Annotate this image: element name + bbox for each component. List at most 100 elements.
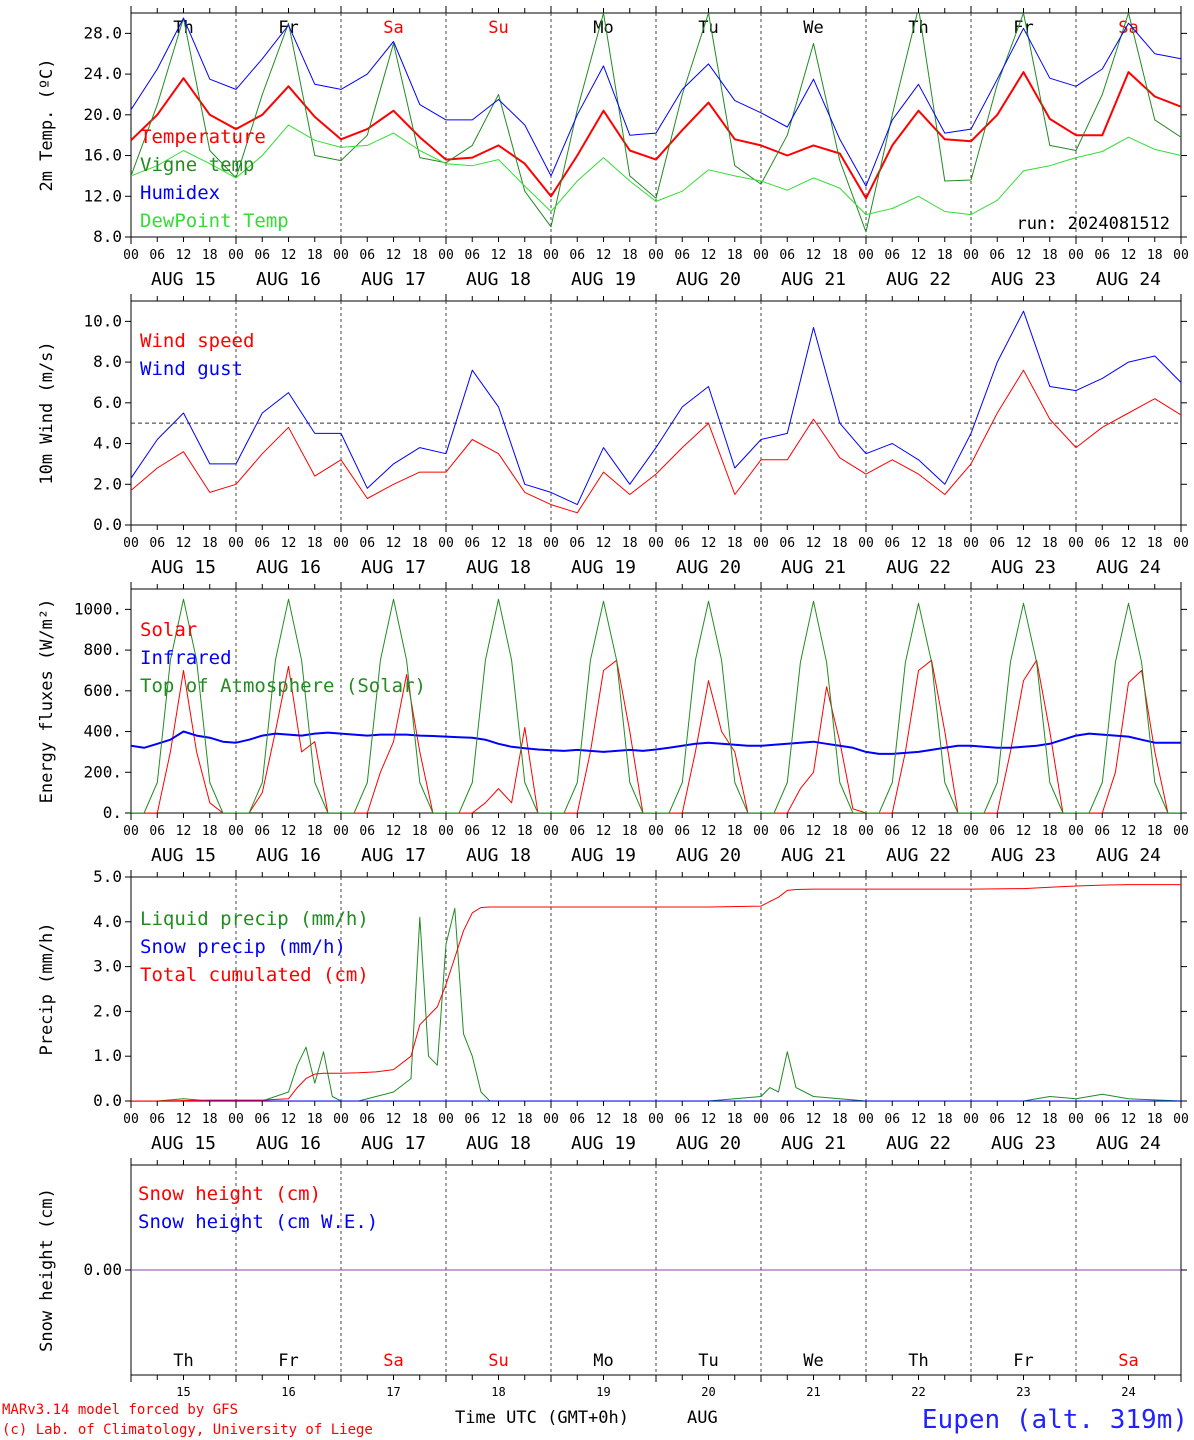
date-label: AUG 18 [466,269,531,290]
date-label: AUG 18 [466,845,531,866]
series-line-temperature [131,71,1181,200]
hour-label: 18 [517,248,533,263]
date-label: AUG 23 [991,269,1056,290]
hour-label: 12 [386,1112,402,1127]
hour-label: 18 [202,1112,218,1127]
date-label: AUG 15 [151,269,216,290]
weekday-label: Th [173,18,193,38]
panel-precip: 0.0 1.0 2.0 3.0 4.0 5.0 Precip (mm/h) 00 06 12 18 A… [37,867,1189,1154]
hour-label: 12 [281,1112,297,1127]
hour-label: 06 [989,248,1005,263]
hour-label: 00 [1068,1112,1084,1127]
y-axis-title: Precip (mm/h) [37,922,57,1055]
hour-label: 00 [438,248,454,263]
hour-label: 12 [806,536,822,551]
hour-label: 06 [254,1112,270,1127]
series-line-top-of-atmosphere-solar- [131,598,1181,813]
hour-label: 18 [202,248,218,263]
hour-label: 06 [149,248,165,263]
date-label: AUG 24 [1096,269,1161,290]
weekday-label: Fr [278,1351,298,1371]
hour-label: 00 [333,248,349,263]
legend-entry: Top of Atmosphere (Solar) [140,675,426,697]
hour-label: 18 [1042,824,1058,839]
hour-label: 12 [281,824,297,839]
day-number-label: 18 [491,1385,505,1399]
hour-label: 18 [622,248,638,263]
hour-label: 18 [1042,536,1058,551]
hour-label: 18 [1042,248,1058,263]
hour-label: 06 [884,248,900,263]
weekday-label: Su [488,1351,508,1371]
hour-label: 18 [307,536,323,551]
hour-label: 06 [254,824,270,839]
hour-label: 18 [412,1112,428,1127]
day-number-label: 15 [176,1385,190,1399]
weekday-label: Sa [383,1351,403,1371]
hour-label: 18 [412,536,428,551]
hour-label: 00 [1173,824,1189,839]
panel-temp: 8.0 12.0 16.0 20.0 24.0 28.0 2m Temp. (ºC) 00 06… [37,6,1189,290]
hour-label: 00 [333,536,349,551]
hour-label: 06 [779,824,795,839]
date-label: AUG 19 [571,1133,636,1154]
hour-label: 06 [1094,536,1110,551]
y-tick-label: 4.0 [93,434,122,453]
hour-label: 18 [622,1112,638,1127]
hour-label: 06 [464,824,480,839]
hour-label: 06 [989,1112,1005,1127]
hour-label: 00 [1068,824,1084,839]
date-label: AUG 20 [676,557,741,578]
panel-snow: 0.00 Snow height (cm) Th 15 Fr 16 Sa 17 Su 18 Mo 19… [37,1158,1187,1399]
hour-label: 12 [176,248,192,263]
hour-label: 18 [1042,1112,1058,1127]
hour-label: 00 [858,248,874,263]
hour-label: 00 [543,824,559,839]
weekday-label: Sa [1118,1351,1138,1371]
hour-label: 18 [727,1112,743,1127]
hour-label: 18 [727,536,743,551]
credit-line-2: (c) Lab. of Climatology, University of L… [2,1422,373,1438]
y-tick-label: 24.0 [83,64,122,83]
series-line-wind-gust [131,310,1181,506]
date-label: AUG 21 [781,1133,846,1154]
hour-label: 12 [281,536,297,551]
hour-label: 06 [779,248,795,263]
hour-label: 18 [727,248,743,263]
hour-label: 00 [858,824,874,839]
date-label: AUG 24 [1096,557,1161,578]
date-label: AUG 19 [571,845,636,866]
weekday-label: Th [173,1351,193,1371]
day-number-label: 24 [1121,1385,1135,1399]
plot-frame [130,300,1182,526]
hour-label: 12 [281,248,297,263]
y-tick-label: 400. [83,722,122,741]
hour-label: 06 [359,536,375,551]
date-label: AUG 17 [361,845,426,866]
hour-label: 12 [911,1112,927,1127]
hour-label: 18 [1147,248,1163,263]
hour-label: 12 [911,536,927,551]
hour-label: 00 [123,824,139,839]
legend-entry: Vigne temp [140,154,254,176]
hour-label: 12 [806,824,822,839]
y-tick-label: 600. [83,681,122,700]
y-axis-title: Energy fluxes (W/m²) [37,599,57,804]
date-label: AUG 24 [1096,845,1161,866]
day-number-label: 16 [281,1385,295,1399]
date-label: AUG 15 [151,557,216,578]
hour-label: 18 [202,824,218,839]
y-tick-label: 200. [83,762,122,781]
hour-label: 06 [674,536,690,551]
hour-label: 12 [1121,536,1137,551]
hour-label: 00 [753,824,769,839]
hour-label: 06 [1094,824,1110,839]
hour-label: 12 [596,824,612,839]
date-label: AUG 19 [571,557,636,578]
hour-label: 12 [806,1112,822,1127]
credit-line-1: MARv3.14 model forced by GFS [2,1402,238,1418]
hour-label: 12 [1016,248,1032,263]
y-axis-title: Snow height (cm) [37,1188,57,1352]
hour-label: 12 [1016,1112,1032,1127]
date-label: AUG 24 [1096,1133,1161,1154]
